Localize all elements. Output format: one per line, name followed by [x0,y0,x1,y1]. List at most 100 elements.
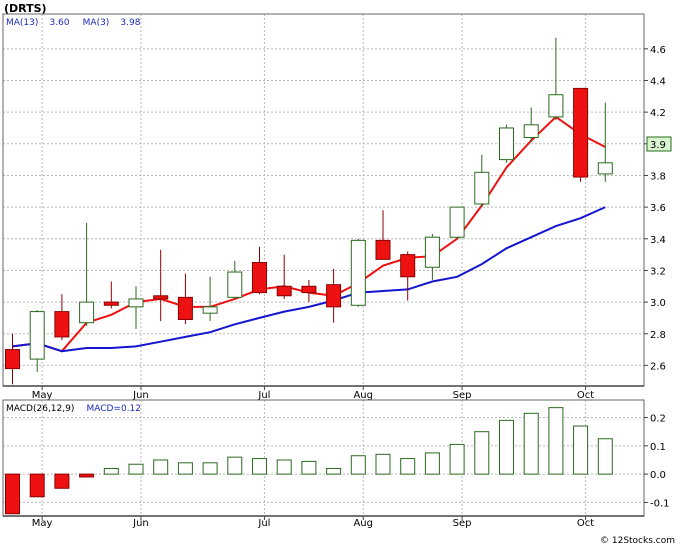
price-y-tick-label: 4.4 [650,76,666,87]
ma13-legend-label: MA(13) [6,18,38,28]
candle-body [252,262,267,294]
macd-y-axis: 0.2 0.1 0.0 -0.1 [644,414,670,509]
price-y-tick-label: 2.8 [650,330,666,341]
candle-body [449,206,465,238]
macd-x-ticks: May Jun Jul Aug Sep Oct [32,516,594,529]
price-y-tick-label: 2.6 [650,361,666,372]
macd-bar [449,443,465,475]
macd-bars [5,407,613,515]
macd-bar [301,460,317,475]
last-price-tag-label: 3.9 [650,140,666,151]
candle-body [597,162,613,175]
macd-bar [424,452,440,475]
macd-x-tick-label: Jun [132,518,149,529]
price-x-tick-label: Aug [353,390,373,401]
macd-x-tick-label: Oct [577,518,594,529]
macd-x-tick-label: Jul [257,518,270,529]
candle-body [474,171,490,205]
macd-bar [350,455,366,475]
price-panel-frame [2,13,645,387]
candle-body [79,301,95,324]
price-y-tick-label: 3.8 [650,171,666,182]
ma3-legend-label: MA(3) [83,18,110,28]
candle-body [54,311,70,338]
macd-bar [5,473,20,515]
macd-legend-label: MACD(26,12,9) [6,404,74,414]
candle-body [202,306,218,314]
macd-y-tick-label: -0.1 [650,498,670,509]
candle-body [276,285,292,297]
macd-x-tick-label: Aug [353,518,373,529]
price-y-tick-label: 3.0 [650,298,666,309]
macd-bar [597,438,613,475]
macd-bar [202,462,218,475]
price-y-tick-label: 3.4 [650,235,666,246]
candle-body [573,87,589,178]
macd-bar [474,431,490,475]
macd-legend-value: MACD=0.12 [86,404,141,414]
macd-y-tick-label: 0.0 [650,470,666,481]
price-y-axis: 2.62.83.03.23.43.63.84.04.24.44.6 [644,45,666,372]
macd-legend: MACD(26,12,9) MACD=0.12 [6,396,141,415]
macd-gridlines [3,400,644,516]
macd-y-tick-label: 0.2 [650,414,666,425]
price-x-tick-label: May [32,390,53,401]
macd-bar [326,467,342,475]
macd-bar [54,473,70,489]
price-x-tick-label: Sep [453,390,472,401]
macd-x-tick-label: Sep [453,518,472,529]
candle-body [523,124,539,138]
macd-y-tick-label: 0.1 [650,442,666,453]
candle-body [177,296,193,321]
macd-bar [227,456,243,475]
macd-x-tick-label: May [32,518,53,529]
candle-body [548,94,564,118]
macd-bar [400,458,416,475]
price-moving-averages [12,115,606,353]
macd-bar [375,453,391,475]
price-y-tick-label: 3.6 [650,203,666,214]
price-x-tick-label: Oct [577,390,594,401]
candle-body [5,349,20,370]
macd-bar [103,467,119,475]
candle-body [128,298,144,308]
price-x-tick-label: Jul [257,390,270,401]
macd-bar [499,419,514,475]
ma13-line [12,206,606,353]
macd-bar [177,462,193,475]
watermark: © 12Stocks.com [600,536,675,546]
ma3-legend-value: 3.98 [120,18,140,28]
macd-bar [153,459,169,475]
candle-body [227,271,243,298]
price-x-ticks: May Jun Jul Aug Sep Oct [32,386,594,401]
candle-body [400,254,416,278]
candle-body [350,239,366,306]
price-gridlines [3,14,644,386]
last-price-tag [646,136,672,152]
macd-bar [79,473,95,478]
ma3-line [12,115,606,353]
candle-body [499,127,514,161]
macd-bar [276,459,292,475]
ma13-legend-value: 3.60 [50,18,70,28]
price-y-tick-label: 4.2 [650,108,666,119]
price-candles [5,37,613,385]
candle-body [326,284,342,308]
macd-bar [128,463,144,475]
price-legend: MA(13) 3.60 MA(3) 3.98 [6,10,141,29]
macd-bar [252,458,267,475]
chart-title: (DRTS) [4,2,47,15]
candle-body [375,239,391,260]
macd-bar [573,425,589,475]
candle-body [424,236,440,268]
price-y-tick-label: 3.2 [650,266,666,277]
macd-bar [523,412,539,475]
candle-body [29,311,45,360]
candle-body [153,295,169,300]
candle-body [103,301,119,306]
macd-bar [548,407,564,475]
price-y-tick-label: 4.6 [650,45,666,56]
macd-bar [29,473,45,498]
price-x-tick-label: Jun [132,390,149,401]
